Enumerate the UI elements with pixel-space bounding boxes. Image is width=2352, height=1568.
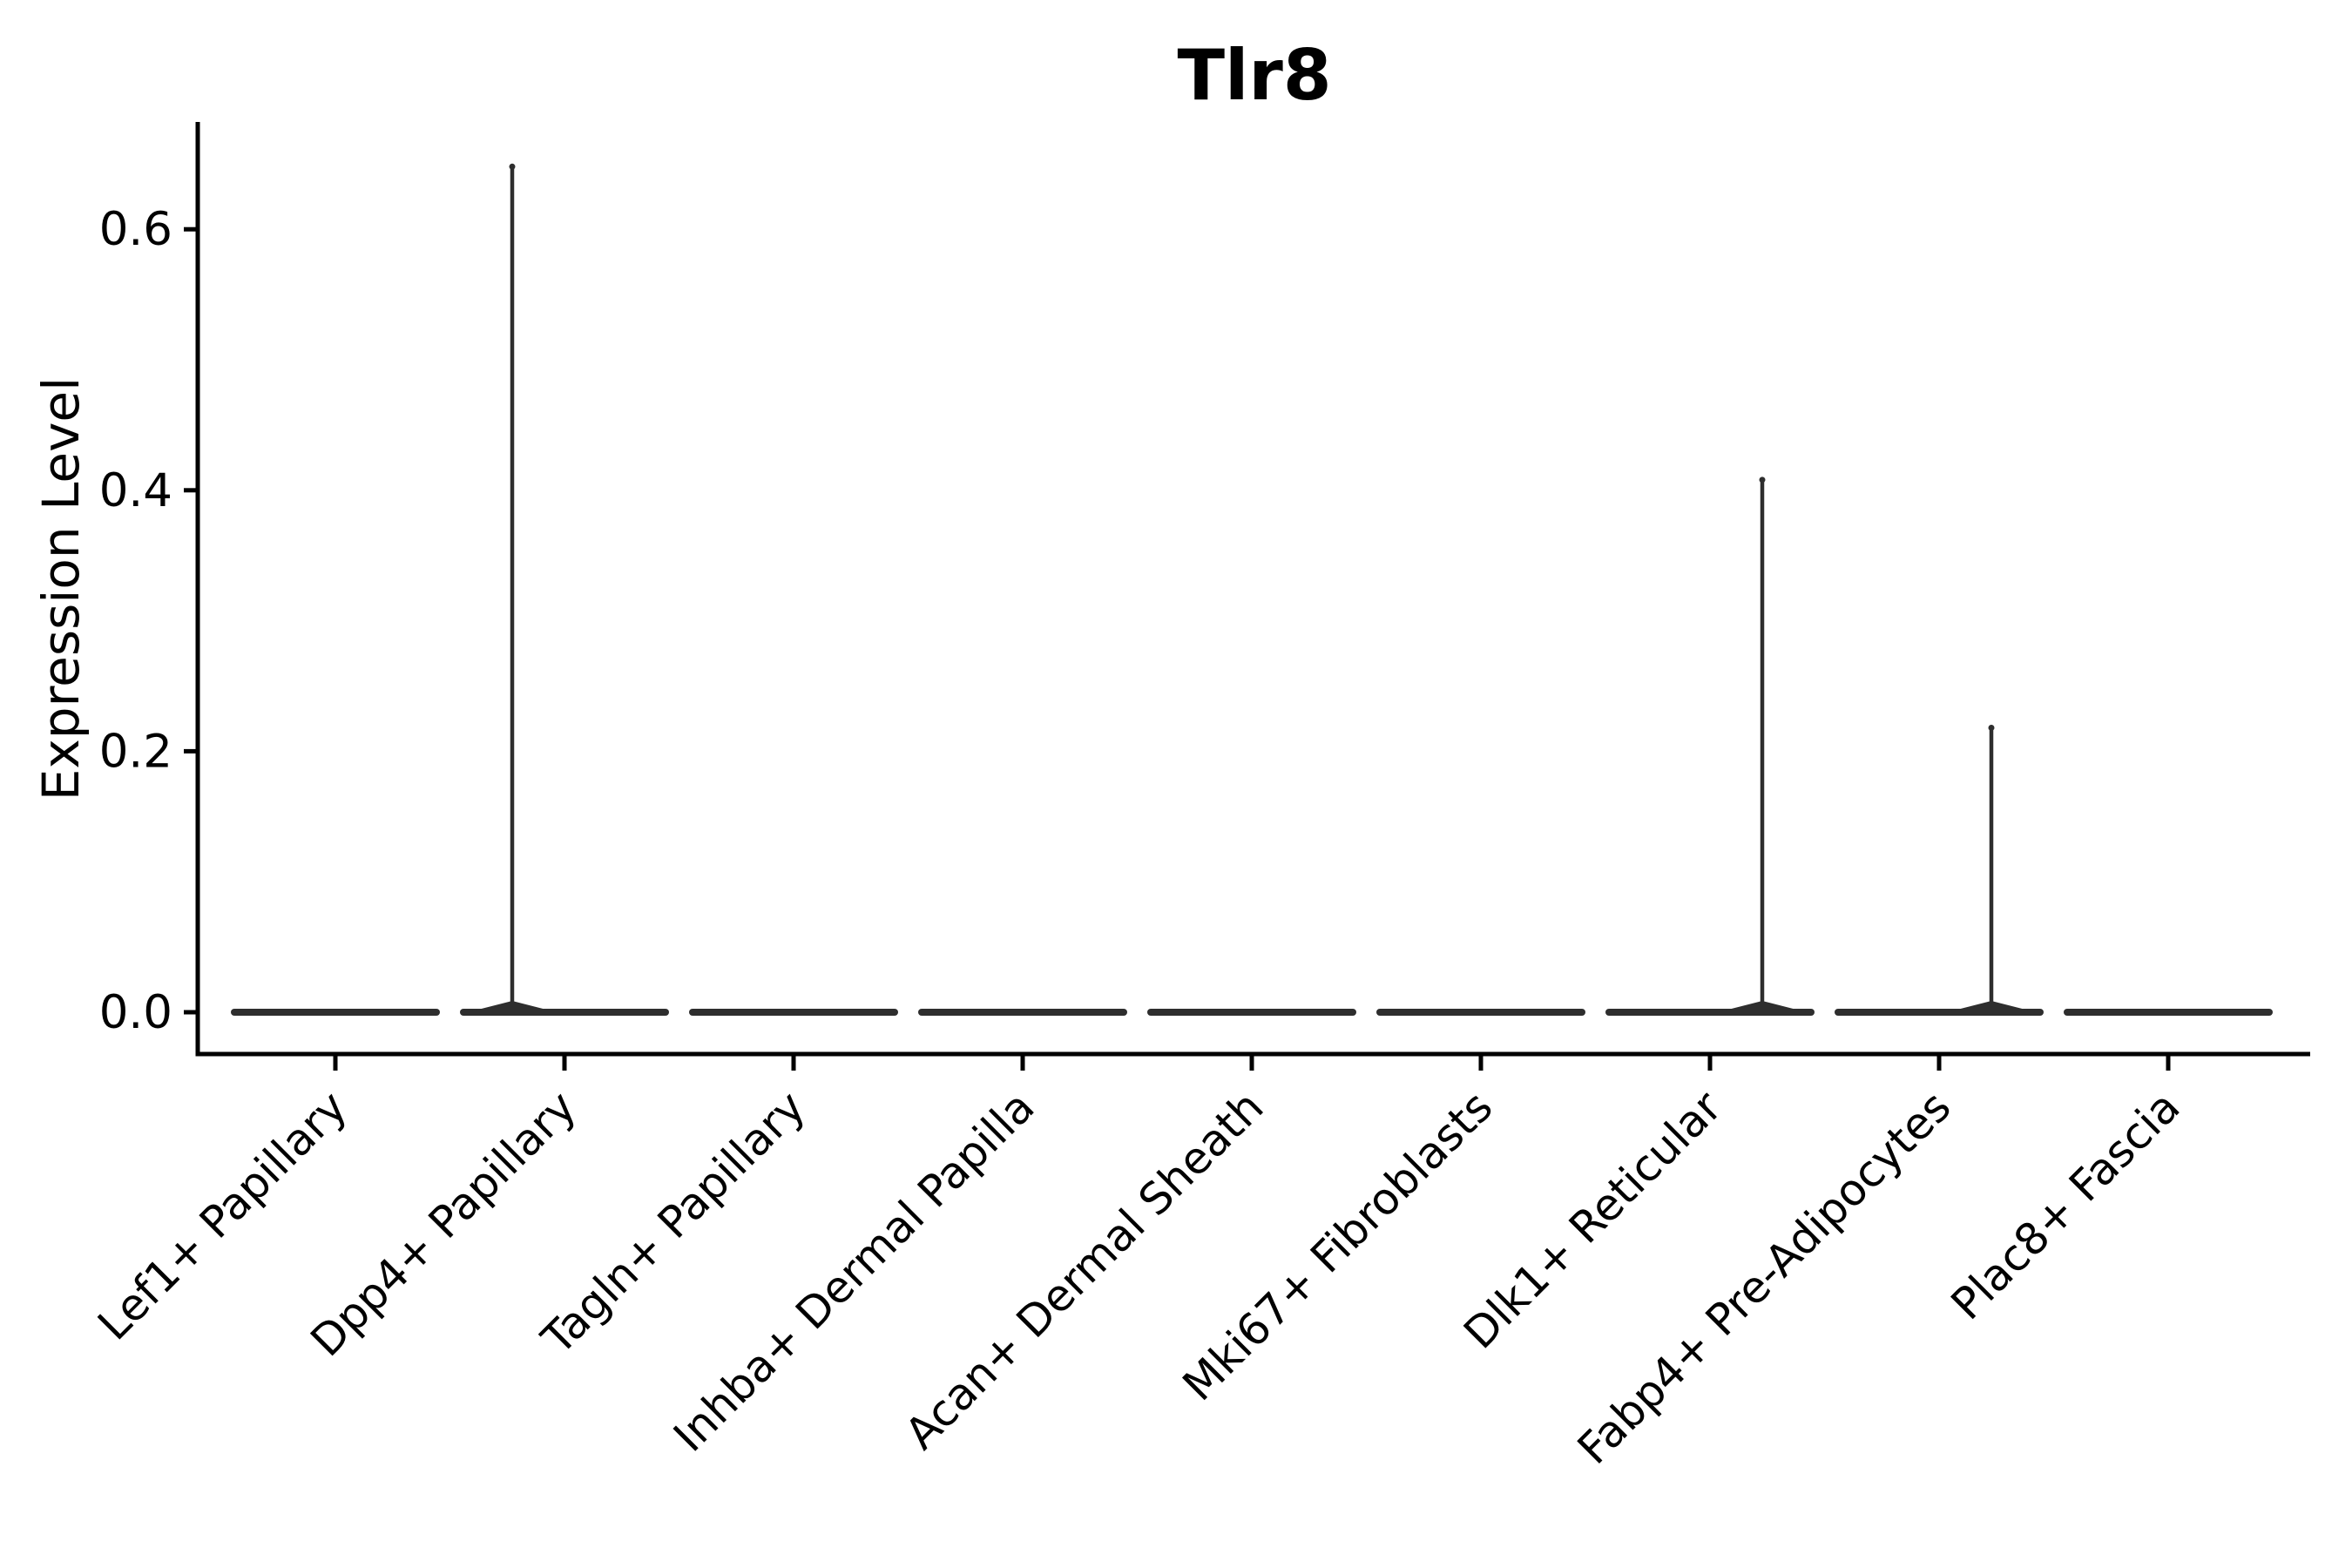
violins-group (231, 163, 2273, 1016)
violin-spike-tip (1759, 476, 1766, 483)
x-tick-label: Plac8+ Fascia (1942, 1081, 2190, 1329)
x-tick-label: Lef1+ Papillary (88, 1081, 356, 1349)
y-axis-label: Expression Level (31, 377, 91, 801)
y-tick-label: 0.0 (99, 986, 172, 1039)
violin-body (1147, 1009, 1356, 1016)
violin-spike-tip (509, 163, 516, 170)
violin-spike-tip (1988, 724, 1995, 731)
y-tick-label: 0.2 (99, 725, 172, 778)
y-tick-label: 0.4 (99, 464, 172, 517)
violin-body (231, 1009, 440, 1016)
chart-title: Tlr8 (1177, 35, 1331, 116)
y-tick-label: 0.6 (99, 203, 172, 256)
violin-body (689, 1009, 898, 1016)
violin-body (1376, 1009, 1585, 1016)
x-tick-label: Fabp4+ Pre-Adipocytes (1568, 1081, 1961, 1474)
axes-group (184, 122, 2310, 1071)
violin-body (918, 1009, 1127, 1016)
violin-body (2064, 1009, 2273, 1016)
